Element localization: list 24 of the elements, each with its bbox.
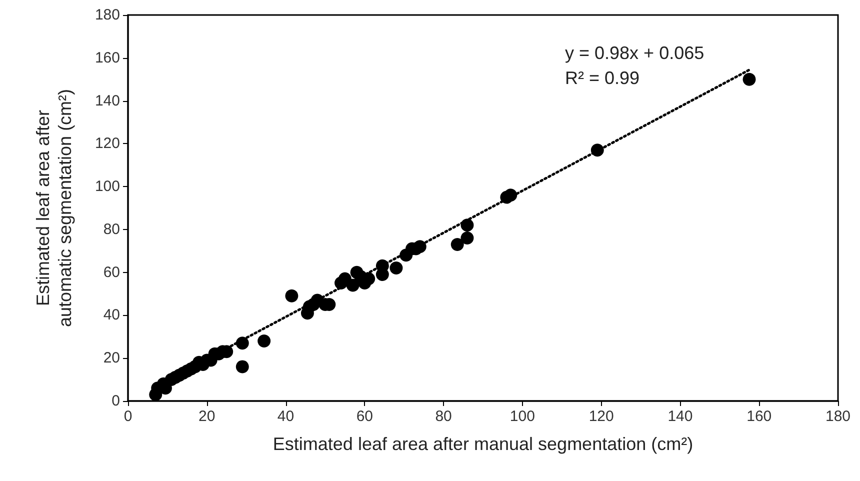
x-tick-label: 140 xyxy=(668,408,693,425)
y-tick-label: 180 xyxy=(94,6,120,24)
y-tick-label: 60 xyxy=(103,264,120,281)
y-tick-label: 0 xyxy=(112,392,120,410)
x-tick-label: 160 xyxy=(746,408,772,425)
x-tick-label: 100 xyxy=(510,408,535,425)
x-tick-label: 0 xyxy=(124,408,132,425)
annotation: y = 0.98x + 0.065 xyxy=(564,43,704,63)
x-tick-label: 80 xyxy=(435,408,452,425)
y-axis-title: Estimated leaf area after automatic segmentation (cm²) xyxy=(33,88,75,328)
x-tick-label: 120 xyxy=(588,408,614,425)
y-tick-label: 40 xyxy=(103,306,120,324)
x-axis-title: Estimated leaf area after manual segmentation (cm²) xyxy=(272,434,694,454)
x-tick-label: 60 xyxy=(356,408,374,425)
y-tick-label: 20 xyxy=(103,350,120,367)
x-tick-label: 40 xyxy=(277,408,294,425)
x-tick-label: 180 xyxy=(825,408,851,425)
annotation: R² = 0.99 xyxy=(564,68,640,88)
y-tick-label: 120 xyxy=(94,135,120,152)
y-tick-label: 160 xyxy=(94,49,120,66)
y-tick-label: 100 xyxy=(94,178,120,196)
x-tick-label: 20 xyxy=(198,408,216,425)
y-tick-label: 140 xyxy=(94,92,120,110)
y-tick-label: 80 xyxy=(103,220,120,238)
